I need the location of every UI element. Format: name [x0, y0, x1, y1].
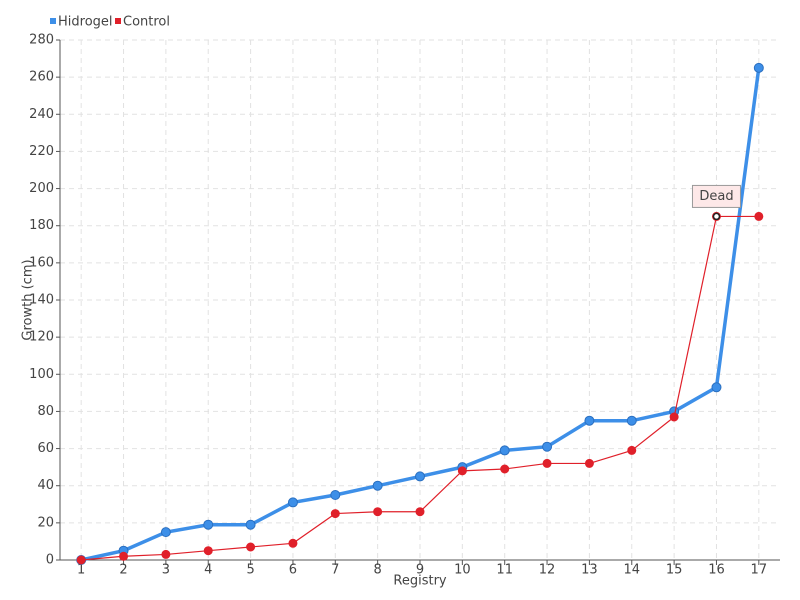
data-point — [542, 458, 552, 468]
y-tick-label: 220 — [29, 144, 54, 159]
y-tick-label: 160 — [29, 255, 54, 270]
x-tick-label: 11 — [496, 563, 513, 578]
data-point — [457, 466, 467, 476]
annotation-text: Dead — [699, 189, 733, 204]
annotation-marker — [712, 212, 721, 221]
y-tick-label: 80 — [37, 404, 54, 419]
x-tick-label: 13 — [581, 563, 598, 578]
y-axis-label: Growth (cm) — [21, 259, 36, 340]
x-tick-label: 14 — [623, 563, 640, 578]
x-tick-label: 16 — [708, 563, 725, 578]
data-point — [288, 538, 298, 548]
legend-label: Hidrogel — [58, 15, 113, 30]
x-tick-label: 1 — [77, 563, 85, 578]
x-tick-label: 5 — [246, 563, 254, 578]
y-tick-label: 280 — [29, 33, 54, 48]
x-tick-label: 12 — [539, 563, 556, 578]
y-tick-label: 60 — [37, 441, 54, 456]
data-point — [627, 445, 637, 455]
data-point — [711, 382, 722, 393]
legend-swatch — [115, 18, 121, 24]
data-point — [76, 555, 86, 565]
x-tick-label: 10 — [454, 563, 471, 578]
x-axis-label: Registry — [393, 574, 447, 589]
data-point — [415, 507, 425, 517]
data-point — [584, 415, 595, 426]
data-point — [373, 507, 383, 517]
x-tick-label: 7 — [331, 563, 339, 578]
y-tick-label: 100 — [29, 367, 54, 382]
y-tick-label: 0 — [46, 553, 54, 568]
data-point — [119, 551, 129, 561]
data-point — [626, 415, 637, 426]
data-point — [246, 542, 256, 552]
x-tick-label: 2 — [119, 563, 127, 578]
data-point — [245, 519, 256, 530]
x-tick-label: 15 — [666, 563, 683, 578]
data-point — [203, 546, 213, 556]
y-tick-label: 200 — [29, 181, 54, 196]
x-tick-label: 9 — [416, 563, 424, 578]
data-point — [330, 490, 341, 500]
x-tick-label: 6 — [289, 563, 297, 578]
data-point — [330, 509, 340, 519]
annotation-box — [691, 184, 741, 208]
data-point — [584, 458, 594, 468]
y-tick-label: 140 — [29, 293, 54, 308]
data-point — [372, 480, 383, 491]
data-point — [500, 464, 510, 474]
data-point — [753, 62, 764, 73]
legend-swatch — [50, 18, 56, 24]
y-tick-label: 120 — [29, 330, 54, 345]
data-point — [754, 211, 764, 221]
x-tick-label: 17 — [751, 563, 768, 578]
y-tick-label: 180 — [29, 218, 54, 233]
data-point — [415, 471, 425, 482]
x-tick-label: 8 — [374, 563, 382, 578]
legend-label: Control — [123, 15, 170, 30]
x-tick-label: 4 — [204, 563, 212, 578]
y-tick-label: 20 — [37, 515, 54, 530]
data-point — [499, 445, 510, 456]
x-tick-label: 3 — [162, 563, 170, 578]
data-point — [542, 441, 553, 452]
y-tick-label: 40 — [37, 478, 54, 493]
data-point — [287, 497, 298, 508]
y-tick-label: 260 — [29, 70, 54, 85]
data-point — [203, 519, 214, 530]
data-point — [669, 412, 679, 422]
data-point — [161, 549, 171, 559]
data-point — [160, 527, 171, 538]
y-tick-label: 240 — [29, 107, 54, 122]
